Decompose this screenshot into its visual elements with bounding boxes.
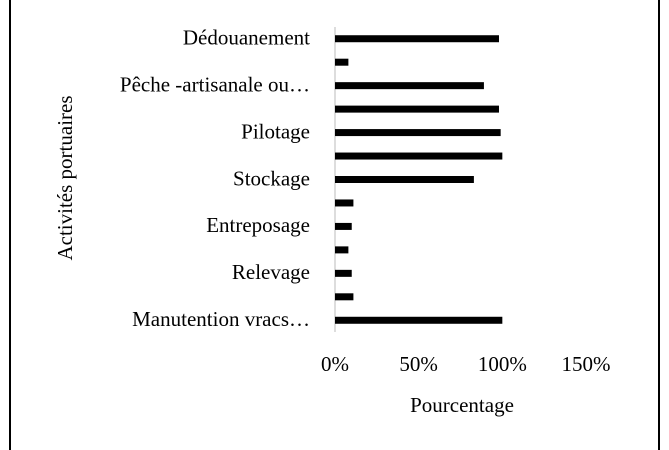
bar <box>335 199 354 207</box>
bar <box>335 316 503 324</box>
bar <box>335 222 352 230</box>
x-tick-label: 150% <box>562 352 611 376</box>
bar <box>335 293 354 301</box>
y-tick-label: Pilotage <box>241 119 310 143</box>
bar <box>335 176 474 183</box>
y-tick-label: Pêche -artisanale ou… <box>120 72 310 96</box>
y-tick-label: Relevage <box>232 260 310 284</box>
bar <box>335 269 352 277</box>
bar <box>335 152 503 160</box>
x-axis-title: Pourcentage <box>410 393 514 417</box>
bar <box>335 129 501 137</box>
x-tick-label: 0% <box>321 352 349 376</box>
x-tick-label: 100% <box>478 352 527 376</box>
bar <box>335 35 499 43</box>
bar <box>335 246 349 254</box>
x-tick-label: 50% <box>399 352 438 376</box>
y-axis-title: Activités portuaires <box>53 95 77 260</box>
y-tick-label: Manutention vracs… <box>132 307 310 331</box>
y-tick-label: Stockage <box>233 166 310 190</box>
bar <box>335 58 349 66</box>
y-tick-label: Dédouanement <box>183 26 310 50</box>
bar <box>335 82 484 90</box>
bar <box>335 105 499 113</box>
y-tick-label: Entreposage <box>206 213 310 237</box>
